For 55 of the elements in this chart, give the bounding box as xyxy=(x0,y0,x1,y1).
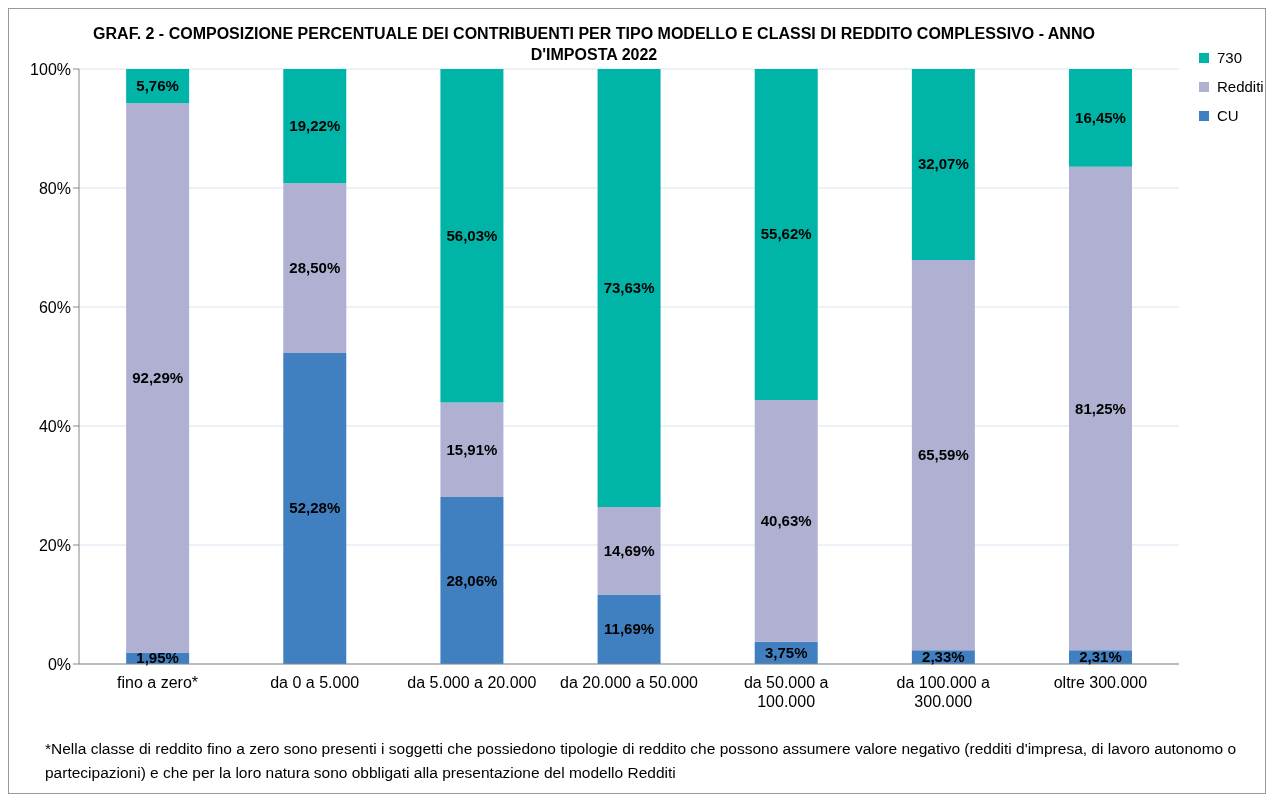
y-tick-label: 100% xyxy=(30,60,71,78)
data-label: 81,25% xyxy=(1075,399,1126,417)
x-tick-label: oltre 300.000 xyxy=(1053,674,1148,691)
data-label: 11,69% xyxy=(604,620,655,638)
legend-label: Redditi xyxy=(1217,78,1264,95)
x-tick-label: da 20.000 a 50.000 xyxy=(560,674,699,691)
data-label: 56,03% xyxy=(446,226,498,244)
bar xyxy=(911,69,975,260)
bar xyxy=(1069,69,1132,167)
legend-label: CU xyxy=(1217,107,1239,124)
data-label: 14,69% xyxy=(603,541,655,559)
data-label: 32,07% xyxy=(917,155,969,173)
data-label: 3,75% xyxy=(764,643,808,661)
data-label: 5,76% xyxy=(136,77,179,95)
legend-label: 730 xyxy=(1217,49,1243,66)
data-label: 52,28% xyxy=(289,499,341,517)
x-tick-label: da 50.000 a 100.000 xyxy=(743,674,829,710)
bar xyxy=(283,183,347,353)
data-label: 2,31% xyxy=(1079,648,1122,666)
bar xyxy=(754,399,818,642)
data-label: 15,91% xyxy=(446,440,498,458)
text: *Nella classe di reddito fino a zero sono presenti i soggetti che possiedono tipologie di reddito che possono assumere valore negativo (redditi d'impresa, di lavoro autonomo o partecipazioni) e che per la loro natura sono obbligati alla presentazione del modello Redditi xyxy=(45,739,1238,783)
bar xyxy=(126,103,190,653)
bar xyxy=(440,69,504,403)
bar xyxy=(283,352,347,664)
x-tick-label: da 0 a 5.000 xyxy=(270,674,360,691)
bar xyxy=(440,402,504,498)
bar xyxy=(597,594,661,664)
chart-title: GRAF. 2 - COMPOSIZIONE PERCENTUALE DEI CONTRIBUENTI PER TIPO MODELLO E CLASSI DI REDDITO COMPLESSIVO - ANNO D'IMPOSTA 2022 xyxy=(92,24,1096,65)
bar xyxy=(597,507,661,595)
y-tick-label: 40% xyxy=(38,417,71,435)
data-label: 92,29% xyxy=(132,368,184,386)
data-label: 16,45% xyxy=(1075,108,1126,126)
data-label: 55,62% xyxy=(760,225,812,243)
data-label: 28,50% xyxy=(289,259,341,277)
data-label: 40,63% xyxy=(760,511,812,529)
data-label: 2,33% xyxy=(922,648,965,666)
bar xyxy=(1069,166,1132,651)
data-label: 28,06% xyxy=(446,571,498,589)
y-tick-label: 20% xyxy=(38,536,71,554)
data-label: 19,22% xyxy=(289,117,341,135)
x-tick-label: fino a zero* xyxy=(117,674,199,691)
data-label: 65,59% xyxy=(917,446,969,464)
y-tick-label: 60% xyxy=(38,298,71,316)
bar xyxy=(597,69,661,508)
data-label: 73,63% xyxy=(603,279,655,297)
bar xyxy=(440,497,504,664)
y-tick-label: 80% xyxy=(38,179,71,197)
x-tick-label: da 100.000 a 300.000 xyxy=(896,674,991,710)
data-label: 1,95% xyxy=(136,649,179,667)
y-tick-label: 0% xyxy=(47,655,71,673)
bar xyxy=(911,259,975,651)
bar xyxy=(283,69,347,184)
x-tick-label: da 5.000 a 20.000 xyxy=(407,674,537,691)
bar xyxy=(754,69,818,400)
